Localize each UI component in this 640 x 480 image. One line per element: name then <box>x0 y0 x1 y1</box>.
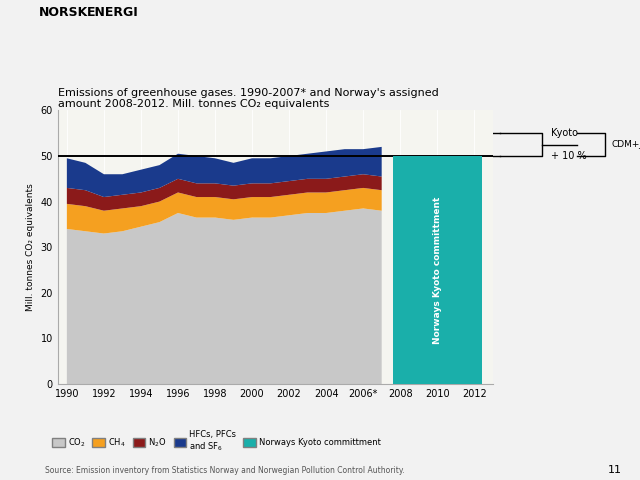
Bar <box>393 156 482 384</box>
Text: ENERGI: ENERGI <box>86 5 138 19</box>
Text: Kyoto: Kyoto <box>550 128 577 138</box>
Text: amount 2008-2012. Mill. tonnes CO₂ equivalents: amount 2008-2012. Mill. tonnes CO₂ equiv… <box>58 99 329 109</box>
Y-axis label: Mill. tonnes CO₂ equivalents: Mill. tonnes CO₂ equivalents <box>26 183 35 311</box>
Text: Source: Emission inventory from Statistics Norway and Norwegian Pollution Contro: Source: Emission inventory from Statisti… <box>45 466 404 475</box>
Text: 11: 11 <box>608 465 622 475</box>
Legend: CO$_2$, CH$_4$, N$_2$O, HFCs, PFCs
and SF$_6$, Norways Kyoto committment: CO$_2$, CH$_4$, N$_2$O, HFCs, PFCs and S… <box>49 427 384 456</box>
Text: CDM+JI+ET: CDM+JI+ET <box>611 140 640 149</box>
Text: Emissions of greenhouse gases. 1990-2007* and Norway's assigned: Emissions of greenhouse gases. 1990-2007… <box>58 88 438 98</box>
Text: NORSK: NORSK <box>38 5 88 19</box>
Text: Norways Kyoto committment: Norways Kyoto committment <box>433 196 442 344</box>
Text: + 10 %: + 10 % <box>550 151 586 161</box>
